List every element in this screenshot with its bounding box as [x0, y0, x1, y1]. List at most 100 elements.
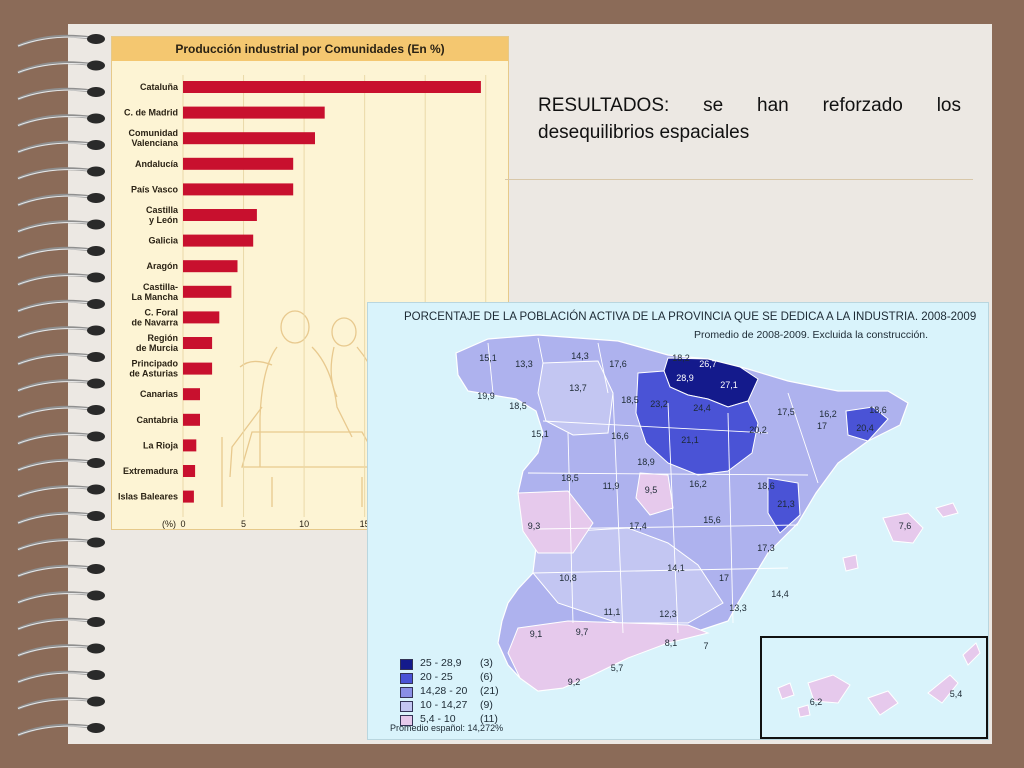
spiral-ring: [17, 325, 105, 339]
bar: [183, 439, 197, 452]
zone-lightest-madrid: [635, 472, 674, 516]
legend-count: (6): [480, 671, 493, 683]
province-boundaries: [487, 337, 819, 634]
province-value: 15,6: [703, 515, 721, 525]
bar: [183, 413, 200, 426]
spiral-ring: [17, 193, 105, 207]
province-value: 9,1: [530, 629, 543, 639]
spiral-ring: [17, 60, 105, 74]
worker-illustration: [221, 310, 388, 507]
spiral-binding: [17, 34, 105, 737]
category-label: Cantabria: [136, 415, 179, 425]
results-text: RESULTADOS: se han reforzado los desequi…: [538, 95, 961, 143]
bar: [183, 388, 200, 401]
legend-count: (11): [480, 713, 498, 725]
spiral-ring: [17, 140, 105, 154]
province-value: 16,6: [611, 431, 629, 441]
province-value: 7: [703, 641, 708, 651]
spiral-ring: [17, 299, 105, 313]
category-label: C. Foral de Navarra: [131, 307, 179, 327]
tick-label: 0: [180, 519, 185, 529]
category-label: C. de Madrid: [124, 108, 178, 118]
province-value: 17: [817, 421, 827, 431]
legend-count: (21): [480, 685, 499, 697]
province-value: 26,7: [699, 359, 717, 369]
category-label: Andalucía: [135, 159, 179, 169]
tick-label: 10: [299, 519, 309, 529]
province-value: 18,5: [509, 401, 527, 411]
province-value: 6,2: [810, 697, 823, 707]
spiral-ring: [17, 246, 105, 260]
province-value: 28,9: [676, 373, 694, 383]
legend-count: (9): [480, 699, 493, 711]
bar: [183, 285, 232, 298]
province-value: 14,3: [571, 351, 589, 361]
spiral-ring: [17, 696, 105, 710]
map-subtitle: Promedio de 2008-2009. Excluida la const…: [694, 329, 929, 341]
province-value: 10,8: [559, 573, 577, 583]
category-label: Principado de Asturias: [129, 359, 178, 379]
province-value: 7,6: [899, 521, 912, 531]
bar: [183, 311, 220, 324]
spiral-ring: [17, 617, 105, 631]
province-value: 18,6: [757, 481, 775, 491]
spiral-ring: [17, 378, 105, 392]
bar: [183, 337, 213, 349]
legend-swatch: [400, 673, 413, 684]
spiral-ring: [17, 537, 105, 551]
category-label: Extremadura: [123, 466, 179, 476]
legend-range: 10 - 14,27: [420, 699, 468, 711]
bar-chart-title: Producción industrial por Comunidades (E…: [112, 37, 508, 61]
spiral-ring: [17, 272, 105, 286]
zone-light-centre: [532, 527, 724, 624]
province-value: 5,4: [950, 689, 963, 699]
province-value: 9,2: [568, 677, 581, 687]
spiral-ring: [17, 34, 105, 48]
spiral-ring: [17, 405, 105, 419]
bar: [183, 234, 254, 247]
category-label: Castilla-La Mancha: [131, 282, 179, 302]
category-label: Canarias: [140, 389, 178, 399]
province-value: 9,7: [576, 627, 589, 637]
province-value: 8,1: [665, 638, 678, 648]
legend-range: 25 - 28,9: [420, 657, 462, 669]
province-value: 17,3: [757, 543, 775, 553]
province-value: 14,1: [667, 563, 685, 573]
province-value: 9,5: [645, 485, 658, 495]
province-value: 9,3: [528, 521, 541, 531]
tick-label: 5: [241, 519, 246, 529]
province-value: 20,4: [856, 423, 874, 433]
map-average-note: Promedio español: 14,272%: [390, 723, 504, 733]
category-label: Cataluña: [140, 82, 179, 92]
category-label: Aragón: [147, 261, 179, 271]
zone-dark-east: [845, 406, 889, 442]
province-value: 11,1: [604, 607, 621, 617]
province-value: 17: [719, 573, 729, 583]
category-label: Castilla y León: [146, 205, 179, 225]
canary-islands: [777, 642, 981, 718]
province-value: 21,1: [681, 435, 699, 445]
legend-range: 14,28 - 20: [420, 685, 468, 697]
province-value: 17,4: [629, 521, 647, 531]
zone-dark-valencia: [767, 477, 801, 534]
province-value: 18,6: [869, 405, 887, 415]
zone-lightest-extremadura: [517, 490, 594, 554]
spiral-ring: [17, 458, 105, 472]
bar-chart: Cataluña C. de Madrid Comunidad Valenciana A…: [118, 75, 487, 529]
bar: [183, 157, 294, 170]
province-value: 13,3: [515, 359, 533, 369]
category-label: Galicia: [148, 236, 179, 246]
bar: [183, 490, 194, 503]
spiral-ring: [17, 219, 105, 233]
spiral-ring: [17, 113, 105, 127]
bar: [183, 81, 481, 93]
zone-dark: [635, 370, 759, 476]
province-value: 17,5: [777, 407, 795, 417]
province-value: 17,6: [609, 359, 627, 369]
spiral-ring: [17, 484, 105, 498]
bar: [183, 362, 213, 375]
map-panel: 15,1 14,3 13,3 13,7 17,6 18,2 26,7 28,9 27,1 19,9…: [367, 302, 989, 740]
spiral-ring: [17, 564, 105, 578]
map-title: PORCENTAJE DE LA POBLACIÓN ACTIVA DE LA …: [404, 311, 977, 323]
province-value: 18,5: [621, 395, 639, 405]
